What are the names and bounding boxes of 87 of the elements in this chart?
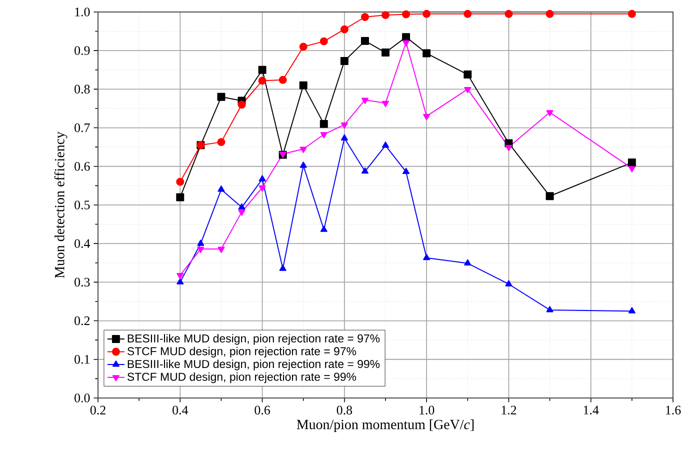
y-tick-label: 0.4 (74, 239, 90, 248)
point (402, 40, 410, 46)
y-tick-label: 0.6 (74, 162, 90, 171)
y-tick-label: 0.7 (74, 123, 90, 132)
point (340, 122, 348, 129)
y-tick-label: 0.3 (74, 278, 90, 287)
point (300, 162, 307, 168)
point (300, 146, 307, 153)
point (258, 175, 266, 182)
point (361, 98, 368, 104)
point (464, 70, 472, 79)
point (197, 246, 204, 253)
point (218, 186, 225, 192)
x-tick-label: 0.2 (90, 406, 106, 415)
point (360, 13, 369, 21)
point (382, 48, 390, 57)
point (546, 110, 554, 116)
point (464, 10, 472, 18)
point (628, 307, 636, 314)
x-tick-label: 1.2 (502, 406, 516, 415)
point (382, 142, 390, 148)
point (238, 210, 246, 216)
point (217, 92, 226, 101)
point (546, 306, 554, 312)
y-axis-title: Muon detection efficiency (54, 132, 68, 278)
x-tick-label: 0.6 (254, 406, 270, 415)
legend-label: STCF MUD design, pion rejection rate = 99% (127, 372, 356, 384)
point (299, 42, 308, 51)
point (238, 100, 246, 109)
point (382, 100, 390, 108)
point (340, 25, 348, 34)
point (422, 10, 431, 18)
point (320, 226, 328, 232)
point (176, 272, 184, 280)
point (423, 254, 430, 260)
point (197, 240, 204, 246)
point (505, 144, 512, 152)
point (320, 120, 328, 128)
point (238, 203, 246, 210)
point (402, 168, 410, 174)
y-tick-label: 0.0 (74, 394, 90, 402)
x-tick-label: 0.8 (336, 406, 352, 415)
point (402, 33, 410, 42)
point (258, 66, 266, 74)
point (628, 158, 636, 167)
x-tick-label: 1.6 (666, 406, 681, 415)
point (464, 259, 472, 266)
x-tick-label: 1.4 (584, 406, 599, 414)
point (464, 86, 472, 94)
point (299, 81, 308, 90)
x-tick-label: 1.0 (420, 406, 434, 415)
point (423, 114, 430, 120)
point (258, 76, 266, 85)
point (340, 134, 348, 140)
y-tick-label: 0.5 (74, 200, 90, 210)
point (258, 185, 266, 192)
y-tick-label: 0.9 (74, 46, 90, 55)
point (176, 193, 184, 202)
point (279, 264, 286, 271)
point (176, 178, 184, 186)
y-tick-label: 0.8 (74, 84, 90, 94)
y-tick-label: 0.1 (74, 354, 90, 364)
x-tick-label: 0.4 (172, 406, 188, 415)
point (361, 167, 368, 174)
legend-label: BESIII-like MUD design, pion rejection rate = 97% (128, 334, 380, 345)
point (402, 10, 410, 18)
x-axis-title: Muon/pion momentum [GeV/c] (296, 419, 474, 432)
point (320, 132, 328, 138)
legend-label: STCF MUD design, pion rejection rate = 97% (127, 346, 356, 358)
point (505, 280, 512, 286)
point (546, 192, 554, 200)
point (340, 57, 348, 65)
point (278, 76, 287, 84)
point (546, 10, 554, 18)
point (320, 37, 328, 46)
point (504, 10, 513, 18)
point (176, 278, 184, 284)
point (628, 166, 636, 172)
point (360, 36, 369, 45)
point (422, 49, 431, 58)
point (218, 246, 225, 253)
point (382, 11, 390, 20)
y-tick-label: 1.0 (75, 8, 90, 16)
y-tick-label: 0.2 (74, 316, 90, 326)
legend-label: BESIII-like MUD design, pion rejection rate = 99% (128, 360, 380, 370)
point (628, 10, 636, 18)
point (217, 138, 226, 146)
